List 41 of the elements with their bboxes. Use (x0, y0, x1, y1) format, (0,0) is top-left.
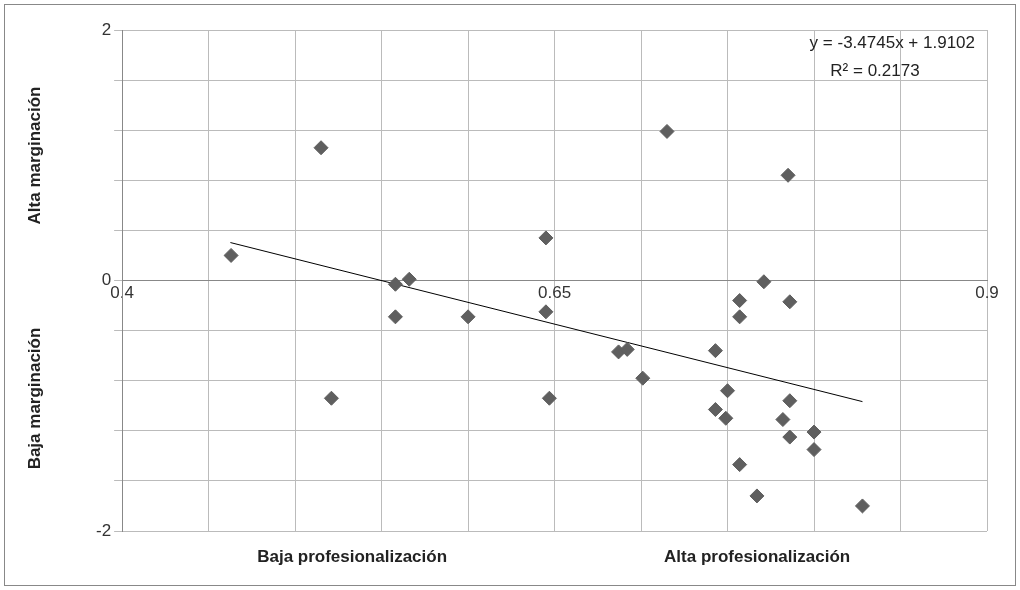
point (720, 383, 736, 399)
x-tick-label: 0.9 (975, 283, 999, 303)
point (806, 424, 822, 440)
annotation: R² = 0.2173 (830, 60, 920, 80)
point (707, 402, 723, 418)
annotation: y = -3.4745x + 1.9102 (809, 32, 975, 52)
text: Alta marginación (24, 86, 44, 225)
point (782, 393, 798, 409)
text: Alta profesionalización (664, 546, 851, 566)
point (387, 276, 403, 292)
point (619, 341, 635, 357)
point (659, 123, 675, 139)
point (635, 370, 651, 386)
point (775, 412, 791, 428)
point (718, 410, 734, 426)
point (541, 390, 557, 406)
point (780, 167, 796, 183)
y-tick-label: 2 (101, 19, 112, 39)
point (749, 488, 765, 504)
y-tick-label: 0 (101, 270, 112, 290)
point (313, 140, 329, 156)
point (782, 429, 798, 445)
point (460, 309, 476, 325)
point (223, 247, 239, 263)
point (732, 309, 748, 325)
point (732, 457, 748, 473)
text: Baja marginación (24, 327, 44, 470)
point (387, 309, 403, 325)
point (538, 304, 554, 320)
point (806, 442, 822, 458)
point (707, 343, 723, 359)
point (756, 274, 772, 290)
point (323, 390, 339, 406)
point (538, 230, 554, 246)
point (854, 498, 870, 514)
point (401, 271, 417, 287)
text: Baja profesionalización (257, 546, 448, 566)
x-tick-label: 0.65 (538, 283, 572, 303)
point (782, 294, 798, 310)
y-tick-label: -2 (95, 520, 112, 540)
point (732, 293, 748, 309)
